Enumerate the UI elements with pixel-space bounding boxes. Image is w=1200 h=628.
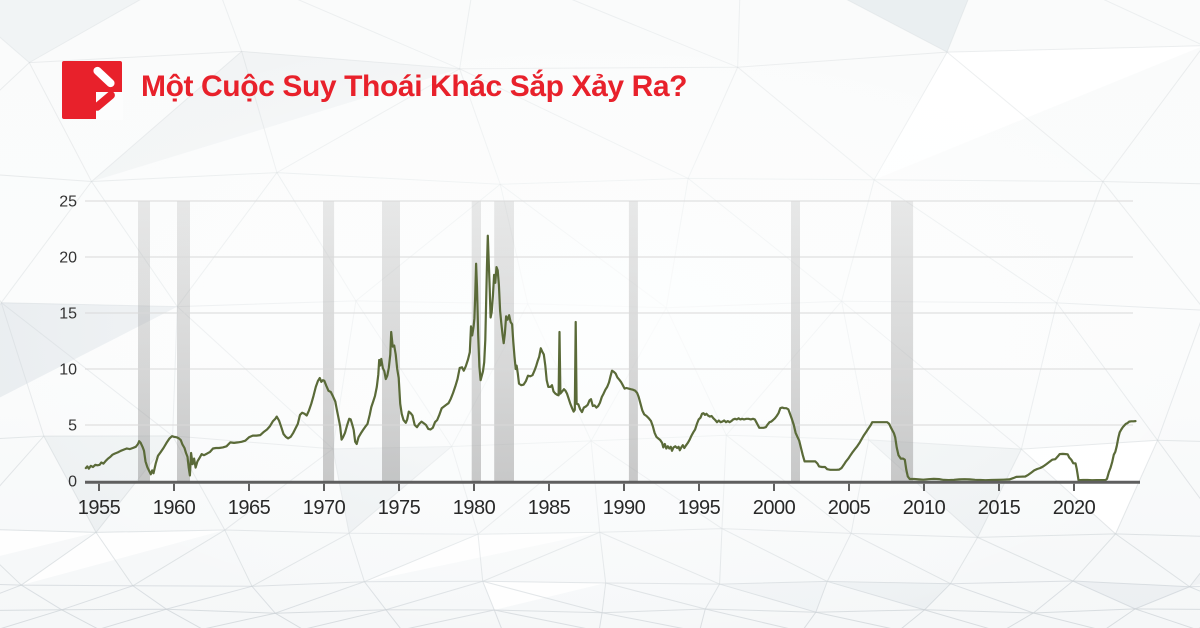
x-tick-label: 2005: [828, 497, 871, 519]
x-tick-label: 1990: [603, 497, 646, 519]
x-tick-label: 2010: [903, 497, 946, 519]
x-tick-label: 1975: [378, 497, 421, 519]
brand-logo: [62, 61, 123, 120]
x-tick-label: 1980: [453, 497, 496, 519]
x-tick-label: 2000: [753, 497, 796, 519]
recession-band: [323, 201, 335, 481]
y-gridlines: [85, 200, 1133, 426]
recession-band: [628, 201, 638, 481]
y-tick-label: 5: [68, 418, 77, 435]
x-axis-ticks: [98, 483, 1075, 491]
recession-band: [138, 201, 150, 481]
x-tick-label: 2020: [1053, 497, 1096, 519]
x-tick-label: 1960: [153, 497, 196, 519]
recession-band: [891, 201, 914, 481]
y-tick-label: 0: [68, 474, 77, 491]
x-tick-label: 1995: [678, 497, 721, 519]
rate-line: [84, 234, 1137, 482]
x-tick-label: 2015: [978, 497, 1021, 519]
page-title: Một Cuộc Suy Thoái Khác Sắp Xảy Ra?: [141, 70, 688, 103]
header: Một Cuộc Suy Thoái Khác Sắp Xảy Ra?: [0, 0, 1200, 160]
y-axis-labels: 0 5 10 15 20 25: [59, 194, 77, 491]
y-tick-label: 25: [59, 194, 77, 211]
y-tick-label: 20: [59, 250, 77, 267]
x-tick-label: 1955: [78, 497, 121, 519]
x-tick-label: 1985: [528, 497, 571, 519]
y-tick-label: 15: [59, 306, 77, 323]
recession-band: [471, 201, 481, 481]
x-tick-label: 1970: [303, 497, 346, 519]
x-tick-label: 1965: [228, 497, 271, 519]
x-axis-labels: 1955 1960 1965 1970 1975 1980 1985 1990 1995 2000…: [78, 497, 1096, 519]
recession-bands: [138, 201, 914, 481]
y-tick-label: 10: [59, 362, 77, 379]
